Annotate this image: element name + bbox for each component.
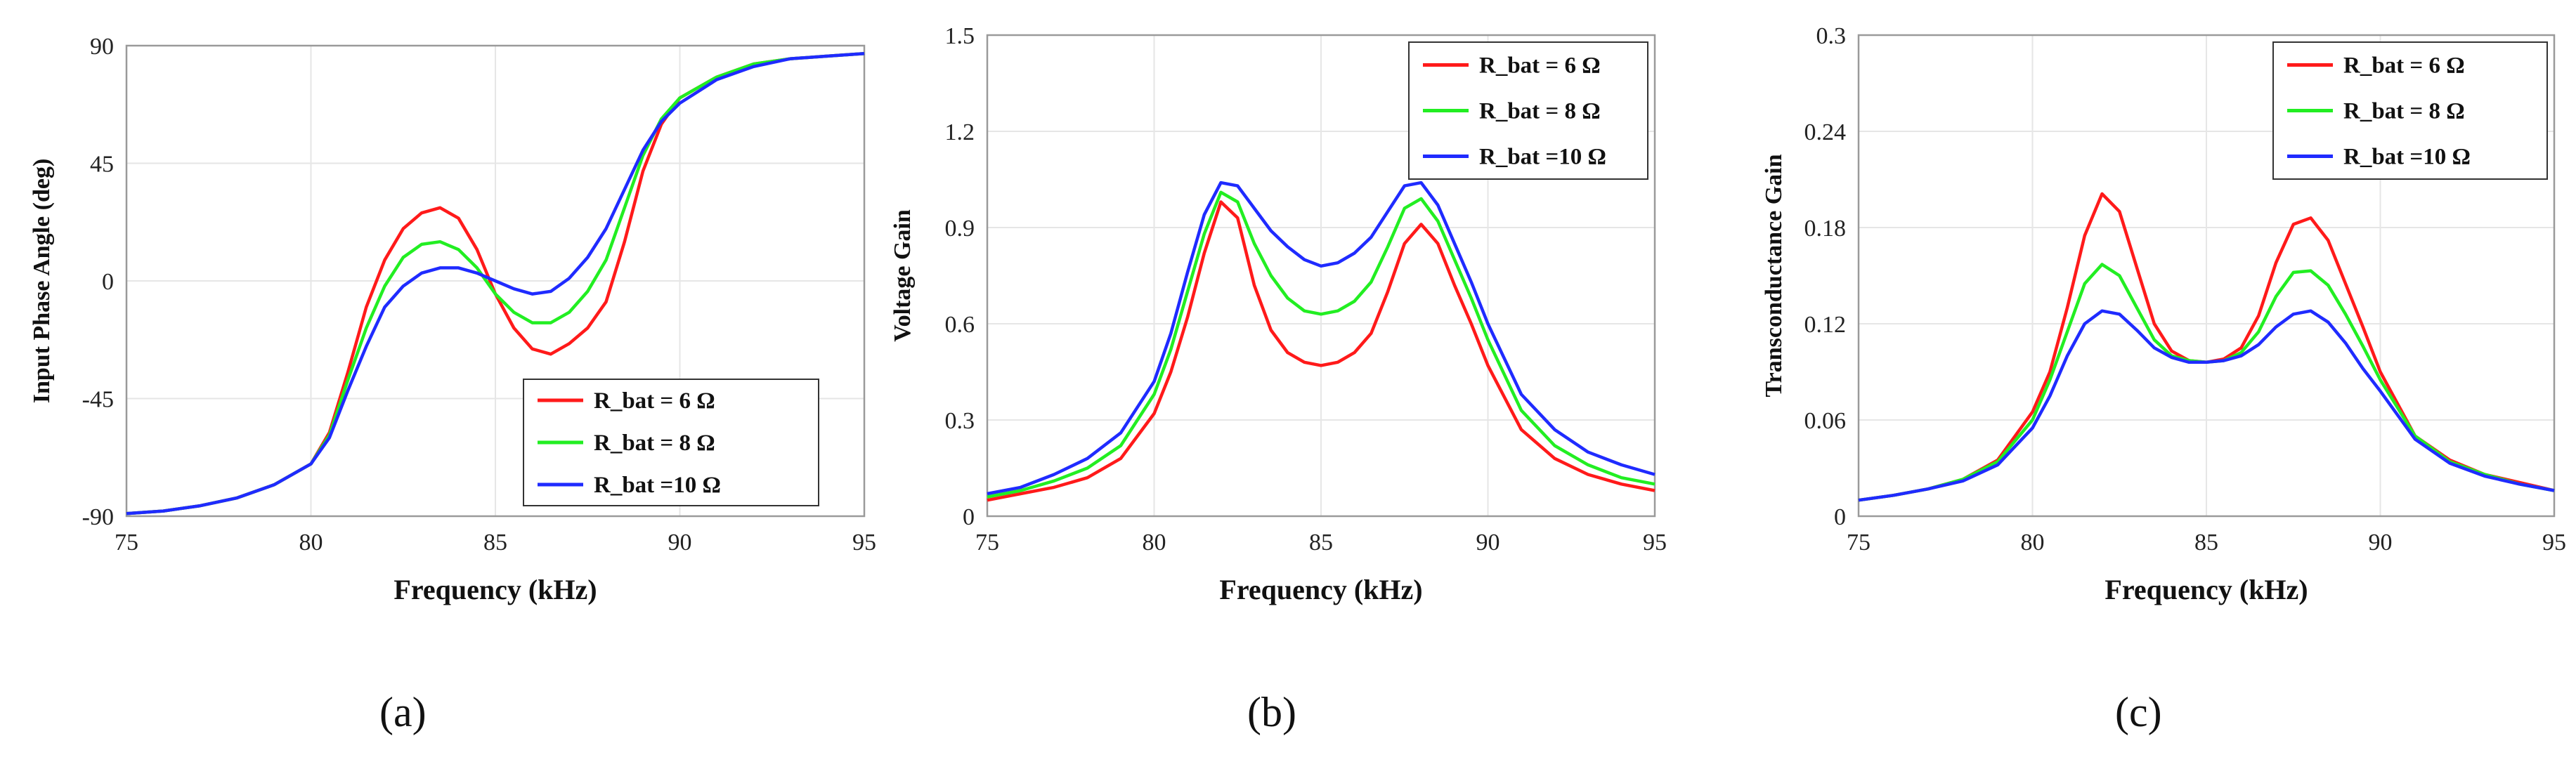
x-tick-label: 95	[852, 530, 876, 556]
legend-label: R_bat =10 Ω	[2343, 145, 2471, 170]
series-line	[987, 190, 1655, 499]
series-line	[1858, 309, 2555, 502]
x-tick-label: 95	[1643, 530, 1667, 556]
legend-label: R_bat = 8 Ω	[594, 431, 715, 456]
caption-a: (a)	[379, 689, 427, 735]
y-tick-label: 1.5	[945, 23, 975, 49]
y-axis-label: Input Phase Angle (deg)	[29, 159, 55, 404]
y-tick-label: 0.18	[1804, 216, 1847, 242]
y-tick-label: 0	[963, 504, 975, 530]
chart-a: 75 80 85 90 95 -90 -45 0 45 90 Frequency (kHz) Inpu…	[29, 34, 876, 605]
y-tick-label: 0	[102, 269, 114, 295]
y-tick-label: 0.12	[1804, 312, 1847, 338]
legend: R_bat = 6 Ω R_bat = 8 Ω R_bat =10 Ω	[523, 379, 819, 506]
y-tick-label: 0.9	[945, 216, 975, 242]
series-line	[987, 180, 1655, 496]
y-tick-label: 45	[90, 152, 114, 178]
legend-label: R_bat = 6 Ω	[2343, 53, 2465, 79]
x-tick-label: 80	[1143, 530, 1166, 556]
legend-label: R_bat =10 Ω	[594, 473, 721, 498]
y-tick-label: 0.6	[945, 312, 975, 338]
x-tick-label: 80	[2021, 530, 2045, 556]
chart-b: 75 80 85 90 95 0 0.3 0.6 0.9 1.2 1.5 Frequency (kHz…	[890, 23, 1667, 605]
y-tick-label: 0.06	[1804, 408, 1847, 434]
y-tick-label: 0.3	[1816, 23, 1847, 49]
y-axis-label: Transconductance Gain	[1761, 154, 1787, 397]
x-tick-label: 90	[1476, 530, 1500, 556]
legend: R_bat = 6 Ω R_bat = 8 Ω R_bat =10 Ω	[1408, 41, 1648, 180]
legend-label: R_bat = 6 Ω	[1479, 53, 1601, 79]
x-tick-label: 85	[1309, 530, 1333, 556]
x-tick-label: 80	[299, 530, 323, 556]
x-tick-label: 90	[668, 530, 692, 556]
legend-label: R_bat = 8 Ω	[1479, 99, 1601, 124]
caption-b: (b)	[1247, 689, 1296, 735]
plot-frame	[986, 34, 1656, 518]
x-axis-label: Frequency (kHz)	[393, 574, 597, 605]
legend: R_bat = 6 Ω R_bat = 8 Ω R_bat =10 Ω	[2272, 41, 2548, 180]
legend-label: R_bat = 6 Ω	[594, 388, 715, 414]
x-axis-label: Frequency (kHz)	[2105, 574, 2308, 605]
y-tick-label: 0.3	[945, 408, 975, 434]
plot-frame	[1857, 34, 2556, 518]
plot-frame	[125, 44, 866, 518]
x-axis-label: Frequency (kHz)	[1219, 574, 1422, 605]
legend-label: R_bat = 8 Ω	[2343, 99, 2465, 124]
x-tick-label: 75	[115, 530, 138, 556]
series-line	[987, 200, 1655, 502]
y-tick-label: 1.2	[945, 119, 975, 145]
caption-c: (c)	[2115, 689, 2162, 735]
y-tick-label: 0	[1834, 504, 1846, 530]
y-tick-label: -45	[82, 387, 114, 413]
x-tick-label: 75	[1847, 530, 1871, 556]
y-tick-label: 90	[90, 34, 114, 60]
x-tick-label: 95	[2542, 530, 2566, 556]
x-tick-label: 90	[2369, 530, 2393, 556]
y-tick-label: 0.24	[1804, 119, 1847, 145]
y-axis-label: Voltage Gain	[890, 209, 916, 342]
chart-c: 75 80 85 90 95 0 0.06 0.12 0.18 0.24 0.3 Frequency …	[1761, 23, 2566, 605]
x-tick-label: 85	[2194, 530, 2218, 556]
x-tick-label: 85	[483, 530, 507, 556]
series-line	[126, 51, 865, 515]
x-tick-label: 75	[975, 530, 999, 556]
legend-label: R_bat =10 Ω	[1479, 145, 1606, 170]
y-tick-label: -90	[82, 504, 114, 530]
